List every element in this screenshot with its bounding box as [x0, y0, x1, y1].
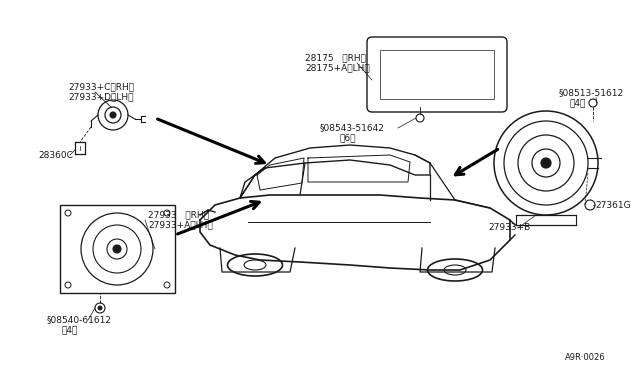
Text: 27361G: 27361G: [595, 201, 630, 209]
Text: 27933+D〈LH〉: 27933+D〈LH〉: [68, 93, 134, 102]
Text: §08513-51612: §08513-51612: [559, 89, 624, 97]
Text: A9R·0026: A9R·0026: [565, 353, 605, 362]
Text: （4）: （4）: [62, 326, 78, 334]
Bar: [380, 50, 494, 99]
Text: 27933+A〈LH〉: 27933+A〈LH〉: [148, 221, 212, 230]
Circle shape: [110, 112, 116, 118]
Circle shape: [113, 245, 121, 253]
Text: §08543-51642: §08543-51642: [320, 124, 385, 132]
Circle shape: [541, 158, 551, 168]
Text: 28360C: 28360C: [38, 151, 73, 160]
Text: 28175+A〈LH〉: 28175+A〈LH〉: [305, 64, 370, 73]
Text: §08540-61612: §08540-61612: [47, 315, 112, 324]
Text: 28175   〈RH〉: 28175 〈RH〉: [305, 54, 366, 62]
Circle shape: [98, 306, 102, 310]
Ellipse shape: [444, 265, 466, 275]
Ellipse shape: [244, 260, 266, 270]
Bar: [60, 205, 175, 293]
Text: 27933+B: 27933+B: [488, 224, 531, 232]
Text: （4）: （4）: [570, 99, 586, 108]
Text: 27933+C〈RH〉: 27933+C〈RH〉: [68, 83, 134, 92]
Text: 27933   〈RH〉: 27933 〈RH〉: [148, 211, 209, 219]
Text: （6）: （6）: [340, 134, 356, 142]
